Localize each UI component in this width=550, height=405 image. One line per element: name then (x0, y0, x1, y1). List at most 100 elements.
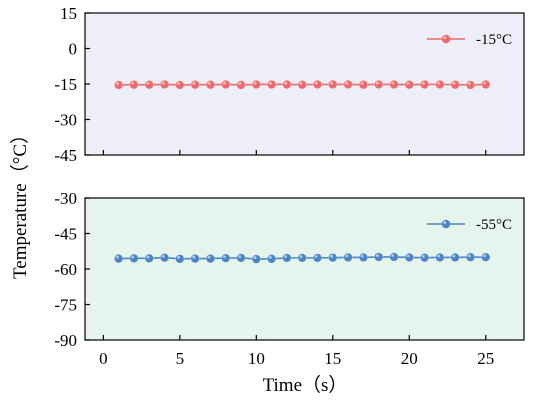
data-point (190, 253, 200, 264)
data-point (373, 252, 384, 262)
data-point (297, 80, 307, 90)
data-point-highlight (482, 254, 486, 258)
data-point (129, 80, 139, 90)
data-point-highlight (360, 254, 364, 258)
y-tick-label: -30 (54, 189, 77, 208)
data-point-highlight (360, 81, 364, 85)
legend-marker-highlight (443, 36, 447, 40)
data-point (343, 79, 353, 90)
data-point-highlight (115, 255, 119, 259)
data-point-highlight (406, 254, 410, 258)
data-point (205, 80, 216, 90)
data-point-highlight (222, 255, 226, 259)
data-point (144, 253, 154, 264)
data-point-highlight (161, 81, 165, 85)
data-point (205, 253, 216, 264)
data-point (113, 80, 124, 90)
data-point-highlight (437, 81, 441, 85)
data-point (358, 252, 369, 263)
legend-marker (441, 34, 451, 44)
legend-marker-highlight (443, 221, 447, 225)
data-point-highlight (192, 81, 196, 85)
data-point (450, 252, 460, 263)
plot-frame (84, 197, 525, 341)
data-point (312, 79, 323, 90)
data-point-highlight (146, 81, 150, 85)
data-point-highlight (329, 254, 333, 258)
data-point-highlight (391, 81, 395, 85)
data-point (328, 79, 338, 90)
data-point (481, 79, 491, 90)
data-point (175, 254, 185, 264)
data-point-highlight (437, 254, 441, 258)
x-tick-label: 0 (99, 349, 108, 368)
data-point (328, 252, 338, 263)
data-point-highlight (131, 81, 135, 85)
data-point-highlight (314, 254, 318, 258)
data-point-highlight (253, 81, 257, 85)
data-point (435, 252, 445, 263)
x-tick-label: 10 (248, 349, 265, 368)
x-axis-title: Time（s） (263, 374, 348, 396)
data-point-highlight (268, 81, 272, 85)
data-point-highlight (131, 255, 135, 259)
data-point-highlight (177, 82, 181, 86)
data-point-highlight (207, 81, 211, 85)
data-point-highlight (268, 255, 272, 259)
legend-label: -15°C (476, 32, 512, 48)
data-point-highlight (299, 81, 303, 85)
data-point (251, 79, 262, 90)
data-point (159, 252, 170, 263)
data-point (404, 80, 414, 90)
data-point-highlight (238, 82, 242, 86)
y-tick-label: -30 (54, 111, 77, 130)
y-tick-label: -60 (54, 260, 77, 279)
data-point-highlight (452, 81, 456, 85)
chart-panel-2: -30 -45 -60 -75 -90 -55°C (54, 189, 525, 350)
data-point-highlight (467, 82, 471, 86)
y-tick-label: -45 (54, 146, 77, 165)
data-point-highlight (284, 254, 288, 258)
data-point-highlight (406, 81, 410, 85)
data-point (266, 254, 277, 264)
legend-label: -55°C (476, 217, 512, 233)
data-point (159, 79, 170, 90)
data-point (389, 252, 399, 262)
data-point-highlight (207, 255, 211, 259)
data-point-highlight (421, 81, 425, 85)
data-point-highlight (192, 255, 196, 259)
data-point-highlight (345, 254, 349, 258)
data-point (129, 253, 139, 264)
data-point (236, 253, 246, 263)
data-point (465, 80, 476, 90)
data-point-highlight (375, 81, 379, 85)
data-point-highlight (314, 81, 318, 85)
data-point-highlight (222, 81, 226, 85)
data-point (282, 79, 292, 90)
data-point (282, 253, 292, 263)
data-point-highlight (452, 254, 456, 258)
data-point (312, 253, 323, 263)
data-point-highlight (421, 254, 425, 258)
data-point (221, 79, 231, 90)
x-tick-label: 15 (324, 349, 341, 368)
plot-frame (84, 12, 525, 156)
y-tick-label: -15 (54, 75, 77, 94)
data-point-highlight (238, 254, 242, 258)
data-point-highlight (329, 81, 333, 85)
data-point-highlight (284, 81, 288, 85)
data-point-highlight (375, 254, 379, 258)
data-point (221, 253, 231, 263)
data-point (419, 79, 430, 90)
data-point (144, 80, 154, 90)
x-tick-label: 5 (176, 349, 185, 368)
data-point (297, 253, 307, 263)
data-point-highlight (146, 255, 150, 259)
data-point-highlight (345, 81, 349, 85)
y-tick-label: -75 (54, 296, 77, 315)
data-point-highlight (467, 254, 471, 258)
data-point (419, 252, 430, 263)
data-point (404, 252, 414, 263)
data-point-highlight (253, 256, 257, 260)
y-tick-label: 0 (69, 40, 78, 59)
